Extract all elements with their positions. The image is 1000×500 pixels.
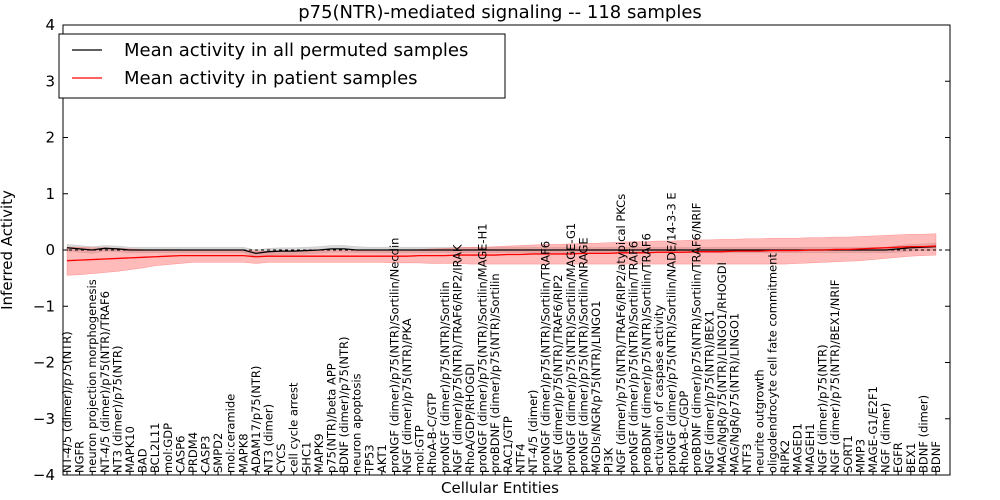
x-tick-label: proBDNF (dimer)/p75(NTR)/Sortilin/TRAF6/… xyxy=(690,203,704,473)
x-tick-label: EGFR xyxy=(891,442,905,473)
x-tick-label: NGFR xyxy=(73,441,87,473)
x-tick-label: CASP3 xyxy=(199,436,213,473)
x-tick-label: BCL2L11 xyxy=(148,423,162,473)
chart-title: p75(NTR)-mediated signaling -- 118 sampl… xyxy=(298,2,702,23)
x-tick-label: MAGE-G1/E2F1 xyxy=(866,386,880,473)
x-tick-label: RAC1/GTP xyxy=(501,416,515,473)
x-tick-label: NTF4 xyxy=(513,443,527,473)
legend: Mean activity in all permuted samples Me… xyxy=(58,33,506,99)
x-tick-label: neuron apoptosis xyxy=(350,373,364,473)
x-tick-label: BDNF xyxy=(929,441,943,473)
y-tick-label: −4 xyxy=(33,466,55,484)
x-tick-label: NGF (dimer)/p75(NTR)/TRAF6/RIP2/IRAK xyxy=(450,244,464,473)
y-tick-label: 0 xyxy=(45,241,55,259)
legend-label-patient: Mean activity in patient samples xyxy=(124,68,418,89)
x-tick-label: NGF (dimer)/p75(NTR)/BEX1 xyxy=(702,310,716,473)
series-line-1 xyxy=(66,245,937,262)
x-tick-label: mol:ceramide xyxy=(224,394,238,473)
x-tick-label: CASP6 xyxy=(173,436,187,473)
x-tick-label: proNGF (dimer)/p75(NTR)/Sortilin/TRAF6 xyxy=(539,241,553,473)
x-tick-label: MAPK8 xyxy=(236,433,250,473)
x-tick-label: BAD xyxy=(136,448,150,473)
x-tick-label: MAPK10 xyxy=(123,426,137,473)
legend-box xyxy=(58,33,506,99)
x-tick-label: RhoA-B-C/GTP xyxy=(425,393,439,473)
x-tick-label: proNGF (dimer)/p75(NTR)/Sortilin/TRAF6 xyxy=(627,241,641,473)
x-tick-label: MAGEH1 xyxy=(803,423,817,473)
x-tick-label: activation of caspase activity xyxy=(652,305,666,473)
x-tick-label: mol:GDP xyxy=(161,423,175,473)
x-tick-label: MGDIs/NGR/p75(NTR)/LINGO1 xyxy=(589,301,603,473)
x-tick-label: proNGF (dimer)/p75(NTR)/Sortilin/MAGE-G1 xyxy=(564,223,578,473)
x-tick-label: NGF (dimer)/p75(NTR)/BEX1/NRIF xyxy=(828,280,842,473)
x-tick-label: MAGED1 xyxy=(790,423,804,473)
x-tick-label: NT-4/5 (dimer)/p75(NTR) xyxy=(60,331,74,473)
x-tick-label: MAPK9 xyxy=(312,433,326,473)
x-tick-label: NGF (dimer)/p75(NTR)/PKA xyxy=(400,318,414,473)
y-tick-label: 3 xyxy=(45,72,55,90)
y-tick-label: 1 xyxy=(45,185,55,203)
y-tick-label: 4 xyxy=(45,16,55,34)
x-tick-label: mol:GTP xyxy=(413,425,427,473)
x-tick-label: NT-4/5 (dimer)/p75(NTR)/TRAF6 xyxy=(98,291,112,473)
x-tick-label: NGF (dimer)/p75(NTR)/TRAF6/RIP2/atypical… xyxy=(614,194,628,473)
x-tick-label: neuron projection morphogenesis xyxy=(85,279,99,473)
plot-area xyxy=(63,233,950,276)
x-tick-label: BEX1 xyxy=(904,443,918,473)
x-tick-label: NTF3 xyxy=(740,443,754,473)
x-tick-label: NGF (dimer)/p75(NTR) xyxy=(816,344,830,473)
x-tick-label: BDNF (dimer)/p75(NTR) xyxy=(337,337,351,474)
y-tick-label: 2 xyxy=(45,129,55,147)
x-tick-label: SHC1 xyxy=(299,442,313,473)
x-tick-label: proNGF (dimer)/p75(NTR)/Sortilin/NRAGE xyxy=(576,237,590,473)
x-tick-label: ADAM17/p75(NTR) xyxy=(249,366,263,473)
x-tick-label: cell cycle arrest xyxy=(287,382,301,473)
x-tick-label: PI3K xyxy=(602,447,616,473)
x-axis-label: Cellular Entities xyxy=(441,479,559,497)
x-tick-label: MMP3 xyxy=(853,439,867,473)
x-tick-label: PRDM4 xyxy=(186,432,200,473)
x-tick-label: oligodendrocyte cell fate commitment xyxy=(765,253,779,473)
y-tick-label: −2 xyxy=(33,354,55,372)
x-tick-label: proBDNF (dimer)/p75(NTR)/Sortilin xyxy=(488,273,502,473)
x-tick-label: BDNF (dimer) xyxy=(916,395,930,473)
x-tick-label: NGF (dimer) xyxy=(879,403,893,473)
x-tick-label: proNGF (dimer)/p75(NTR)/Sortilin/MAGE-H1 xyxy=(476,223,490,473)
x-tick-label: proNGF (dimer)/p75(NTR)/Sortilin/Necdin xyxy=(387,238,401,473)
x-tick-label: AKT1 xyxy=(375,444,389,473)
x-tick-label: RIPK2 xyxy=(778,440,792,473)
x-tick-label: MAG/NgR/p75(NTR)/LINGO1/RHOGDI xyxy=(715,262,729,473)
x-tick-label: NGF (dimer)/p75(NTR)/TRAF6/RIP2 xyxy=(551,275,565,473)
x-tick-label: NT-4/5 (dimer) xyxy=(526,390,540,473)
y-tick-label: −3 xyxy=(33,410,55,428)
x-tick-label: proNGF (dimer)/p75(NTR)/Sortilin/NADE/14… xyxy=(665,192,679,473)
y-axis: −4 −3 −2 −1 0 1 2 3 4 xyxy=(33,16,950,484)
y-axis-label: Inferred Activity xyxy=(0,190,16,310)
x-tick-label: neurite outgrowth xyxy=(753,369,767,473)
y-tick-label: −1 xyxy=(33,297,55,315)
x-tick-label: TP53 xyxy=(362,444,376,474)
x-tick-label: RhoA-B-C/GDP xyxy=(677,391,691,473)
x-tick-label: RhoA/GDP/RHOGDI xyxy=(463,364,477,473)
legend-label-permuted: Mean activity in all permuted samples xyxy=(124,40,468,61)
x-tick-label: NT3 (dimer)/p75(NTR) xyxy=(110,346,124,473)
x-tick-label: p75(NTR)/beta APP xyxy=(324,363,338,473)
x-tick-label: CYCS xyxy=(274,443,288,473)
x-tick-label: SMPD2 xyxy=(211,433,225,473)
x-tick-label: proNGF (dimer)/p75(NTR)/Sortilin xyxy=(438,281,452,473)
x-tick-label: NT3 (dimer) xyxy=(262,404,276,473)
x-tick-label: proBDNF (dimer)/p75(NTR)/Sortilin/TRAF6 xyxy=(639,233,653,473)
x-tick-label: SORT1 xyxy=(841,435,855,473)
x-tick-label: MAG/NgR/p75(NTR)/LINGO1 xyxy=(727,313,741,473)
